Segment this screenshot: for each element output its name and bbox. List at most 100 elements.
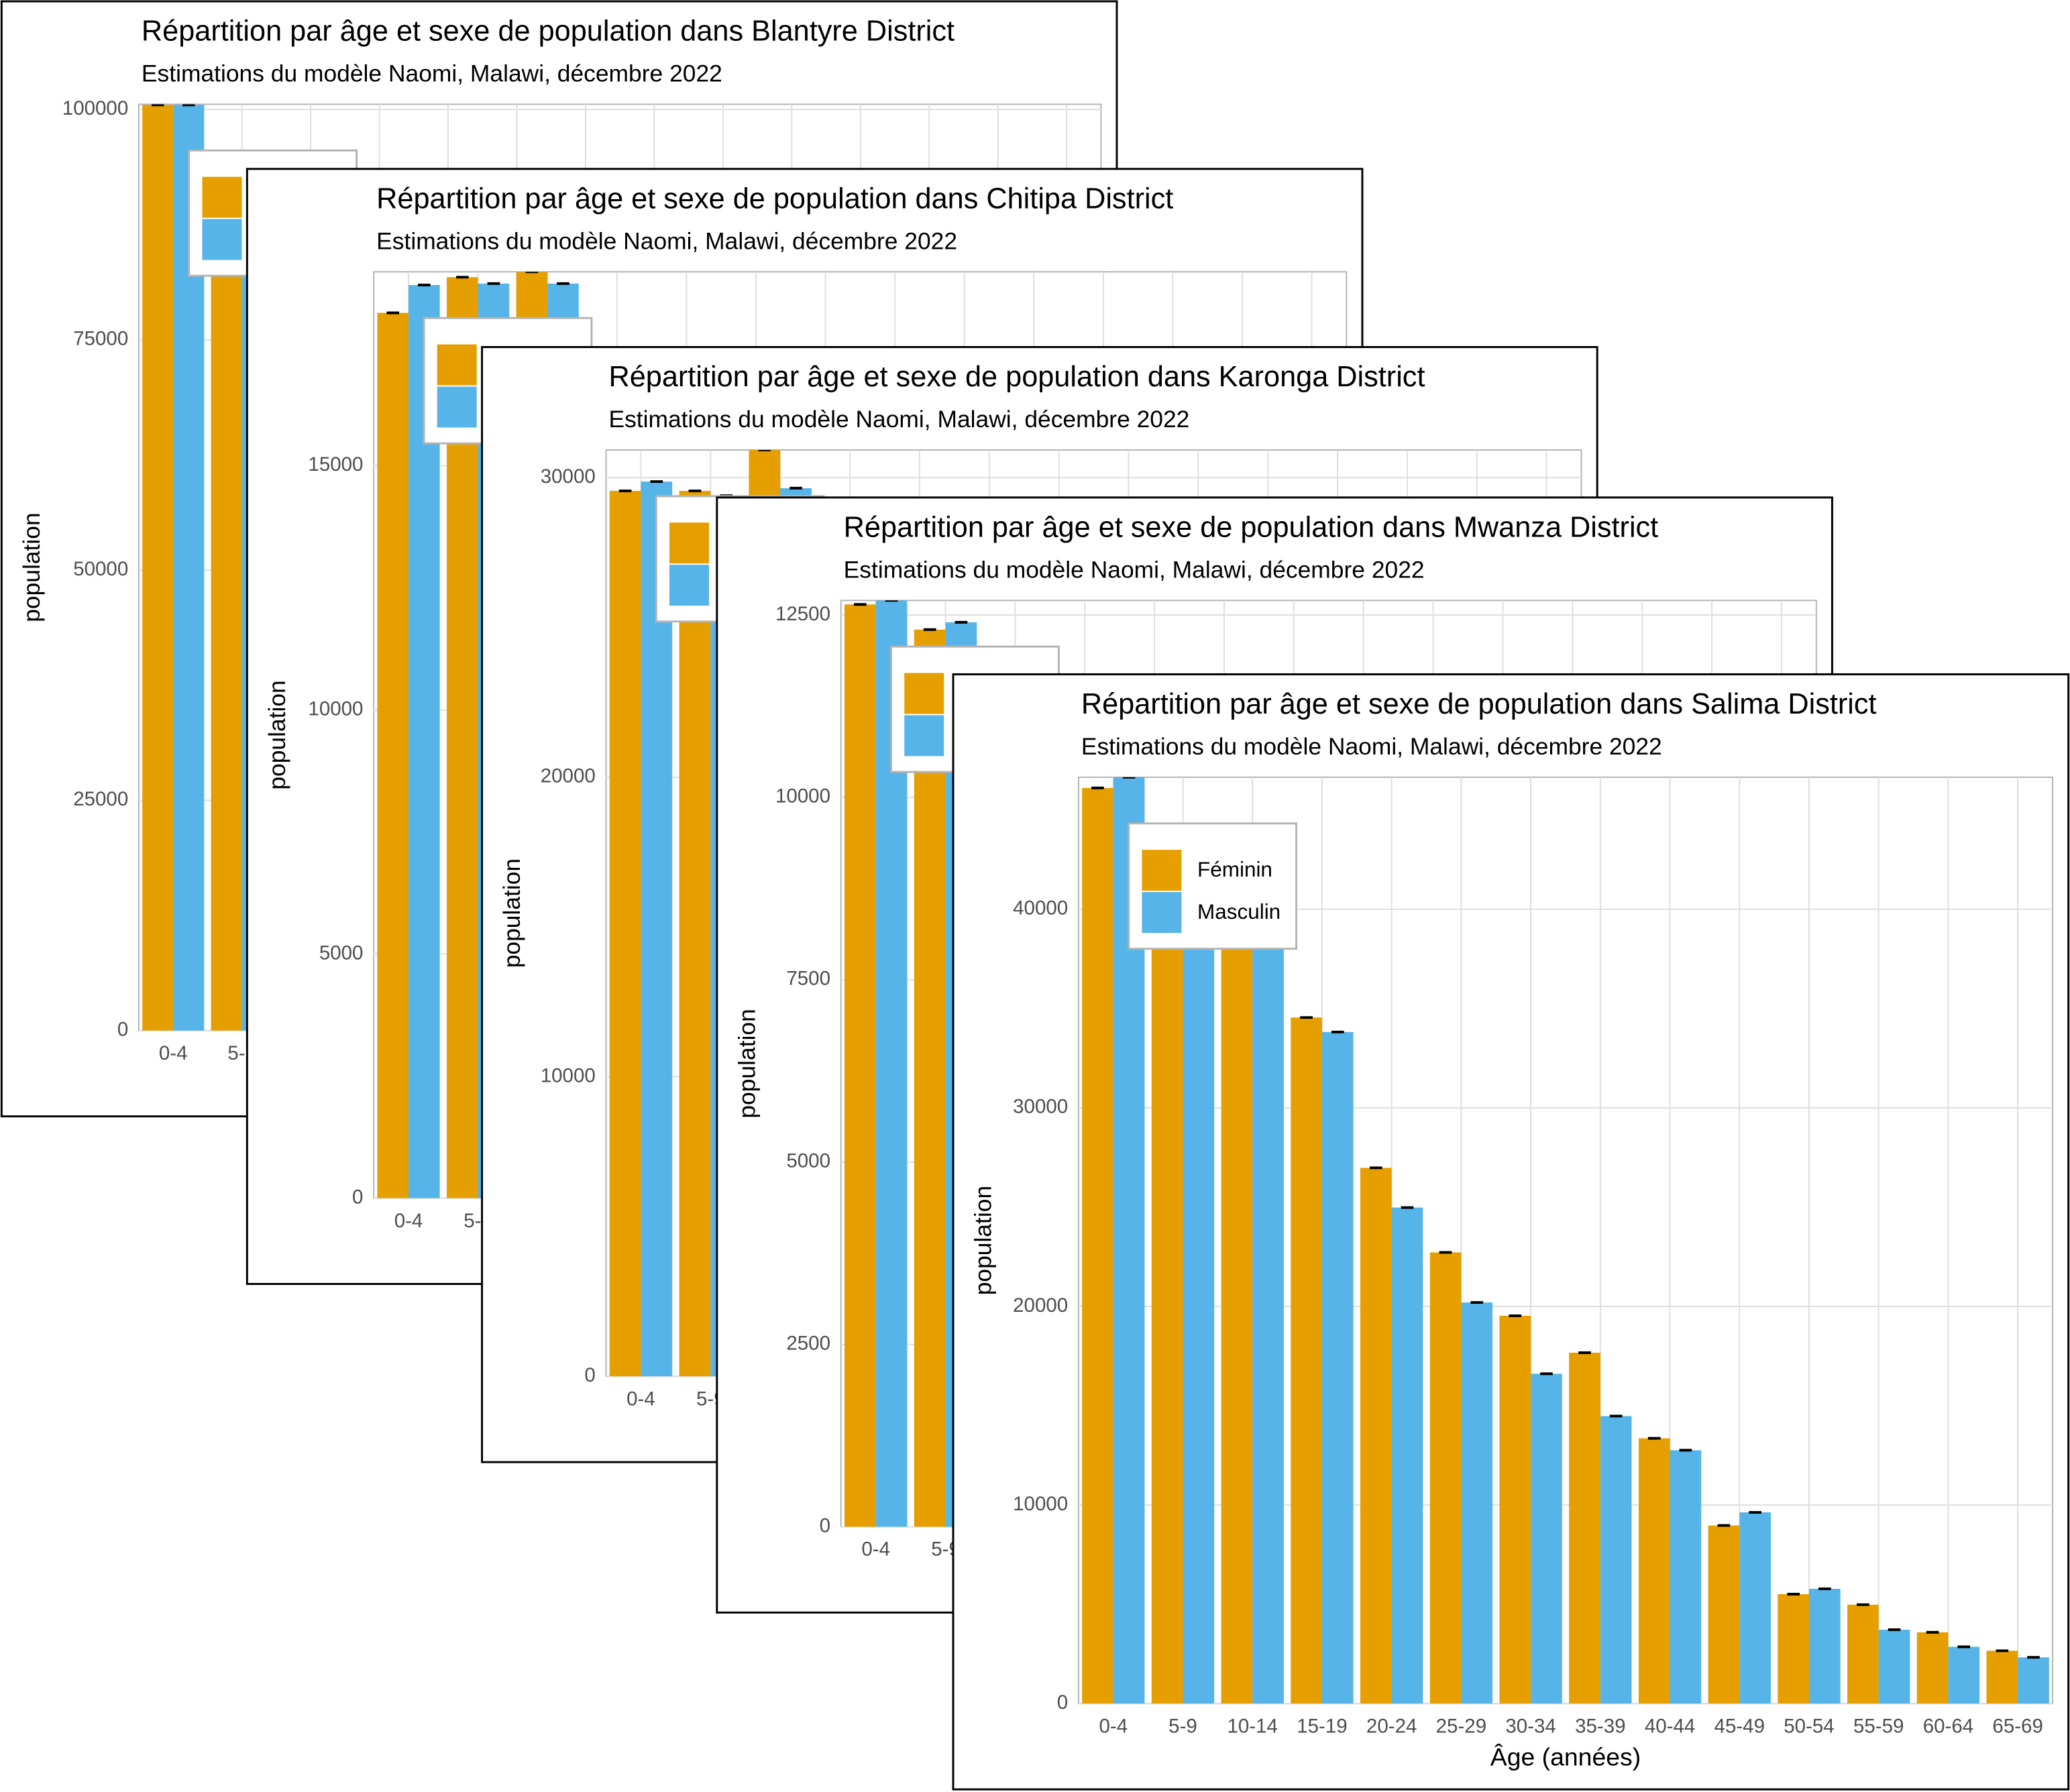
- bar: [1151, 869, 1183, 1704]
- y-axis-label: population: [264, 680, 290, 789]
- chart-subtitle: Estimations du modèle Naomi, Malawi, déc…: [844, 556, 1425, 583]
- bar: [1638, 1438, 1670, 1704]
- legend-label: Masculin: [1197, 900, 1281, 923]
- y-axis-label: population: [498, 858, 525, 968]
- y-tick-label: 15000: [308, 453, 363, 475]
- legend-swatch: [669, 565, 710, 606]
- x-tick-label: 45-49: [1714, 1715, 1765, 1737]
- y-tick-label: 30000: [1013, 1096, 1068, 1118]
- chart-subtitle: Estimations du modèle Naomi, Malawi, déc…: [608, 406, 1189, 433]
- bar: [1808, 1589, 1841, 1704]
- chart-title: Répartition par âge et sexe de populatio…: [844, 511, 1659, 543]
- x-tick-label: 5-9: [1168, 1715, 1197, 1737]
- bar: [1670, 1450, 1702, 1704]
- y-tick-label: 20000: [1013, 1294, 1068, 1317]
- bar: [142, 105, 174, 1031]
- bar: [914, 629, 946, 1527]
- bar: [1461, 1302, 1493, 1704]
- y-tick-label: 7500: [786, 968, 830, 990]
- x-tick-label: 0-4: [627, 1388, 655, 1410]
- bar: [1986, 1650, 2018, 1704]
- bar: [1321, 1031, 1354, 1704]
- bar: [1778, 1594, 1809, 1704]
- y-tick-label: 12500: [775, 603, 830, 625]
- y-tick-label: 5000: [786, 1150, 830, 1172]
- bar: [211, 155, 242, 1031]
- y-tick-label: 0: [117, 1018, 128, 1040]
- x-tick-label: 10-14: [1228, 1715, 1278, 1737]
- legend-swatch: [202, 219, 242, 260]
- x-tick-label: 30-34: [1505, 1715, 1556, 1737]
- y-tick-label: 50000: [73, 558, 128, 580]
- y-tick-label: 10000: [775, 785, 830, 807]
- bar: [1708, 1525, 1740, 1704]
- y-tick-label: 25000: [73, 788, 128, 810]
- y-tick-label: 0: [352, 1186, 363, 1208]
- legend-label: Féminin: [1197, 858, 1272, 881]
- bar: [1082, 787, 1113, 1704]
- y-axis-label: population: [18, 512, 45, 622]
- y-tick-label: 0: [1057, 1691, 1068, 1714]
- bar: [1948, 1646, 1980, 1704]
- y-tick-label: 30000: [541, 465, 596, 488]
- y-tick-label: 10000: [541, 1064, 596, 1086]
- x-axis-label: Âge (années): [1490, 1743, 1641, 1771]
- bar: [641, 482, 673, 1377]
- x-tick-label: 50-54: [1784, 1715, 1834, 1737]
- y-tick-label: 75000: [73, 327, 128, 349]
- bar: [1252, 909, 1284, 1704]
- y-tick-label: 100000: [62, 97, 128, 119]
- y-tick-label: 40000: [1013, 897, 1068, 919]
- chart-title: Répartition par âge et sexe de populatio…: [1081, 688, 1877, 720]
- legend-swatch: [904, 715, 944, 757]
- bar: [1878, 1630, 1910, 1704]
- chart-title: Répartition par âge et sexe de populatio…: [608, 361, 1425, 393]
- y-axis-label: population: [733, 1009, 760, 1118]
- x-tick-label: 55-59: [1853, 1715, 1904, 1737]
- x-tick-label: 0-4: [1099, 1715, 1128, 1737]
- chart-subtitle: Estimations du modèle Naomi, Malawi, déc…: [376, 227, 957, 254]
- x-tick-label: 65-69: [1992, 1715, 2042, 1737]
- x-tick-label: 60-64: [1923, 1715, 1973, 1737]
- bar: [844, 604, 876, 1527]
- x-tick-label: 20-24: [1366, 1715, 1417, 1737]
- bars: [1082, 777, 2049, 1704]
- x-tick-label: 15-19: [1297, 1715, 1347, 1737]
- chart-title: Répartition par âge et sexe de populatio…: [142, 15, 955, 48]
- x-tick-label: 0-4: [394, 1210, 423, 1232]
- y-tick-label: 20000: [541, 765, 596, 787]
- bar: [1600, 1416, 1632, 1704]
- bar: [1183, 879, 1215, 1704]
- x-tick-label: 0-4: [861, 1538, 890, 1561]
- legend-swatch: [669, 522, 710, 564]
- bar: [1391, 1207, 1423, 1704]
- y-tick-label: 10000: [1013, 1493, 1068, 1515]
- bar: [609, 490, 641, 1377]
- chart-subtitle: Estimations du modèle Naomi, Malawi, déc…: [142, 60, 722, 87]
- bar: [1847, 1604, 1879, 1704]
- legend-swatch: [904, 673, 944, 714]
- x-tick-label: 0-4: [159, 1042, 188, 1064]
- chart-title: Répartition par âge et sexe de populatio…: [376, 183, 1173, 215]
- bar: [1360, 1168, 1392, 1704]
- chart-subtitle: Estimations du modèle Naomi, Malawi, déc…: [1081, 733, 1662, 760]
- bar: [377, 313, 409, 1198]
- bar: [1499, 1315, 1531, 1704]
- bar: [1429, 1252, 1462, 1704]
- legend-swatch: [437, 344, 477, 386]
- y-tick-label: 0: [820, 1514, 830, 1536]
- bar: [1739, 1512, 1771, 1704]
- legend-swatch: [1142, 850, 1182, 891]
- legend-swatch: [1142, 892, 1182, 934]
- x-tick-label: 35-39: [1575, 1715, 1625, 1737]
- y-axis-label: population: [970, 1186, 997, 1295]
- chart-panel: Répartition par âge et sexe de populatio…: [952, 673, 2070, 1791]
- bar: [1291, 1017, 1322, 1704]
- bar: [1221, 899, 1253, 1704]
- x-tick-label: 25-29: [1436, 1715, 1486, 1737]
- bar: [1531, 1374, 1562, 1704]
- bar: [1569, 1352, 1600, 1704]
- legend-swatch: [437, 386, 477, 428]
- bar: [2018, 1657, 2049, 1704]
